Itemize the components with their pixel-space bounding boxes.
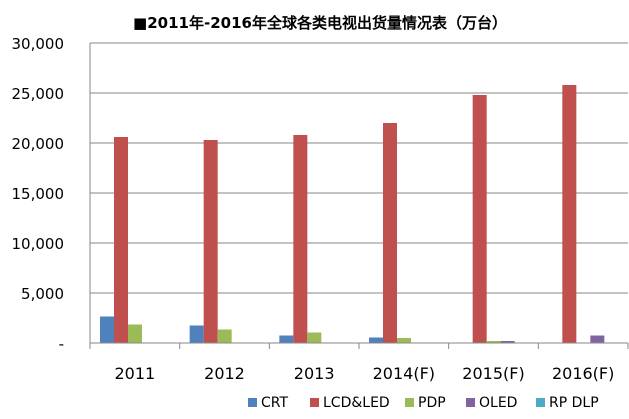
- y-tick-label: -: [59, 335, 64, 353]
- bar-crt: [100, 316, 114, 343]
- y-tick-label: 5,000: [21, 285, 64, 303]
- bar-crt: [189, 325, 204, 343]
- bar-oled: [500, 341, 515, 343]
- y-tick-label: 15,000: [12, 185, 65, 203]
- gridlines: [90, 42, 628, 294]
- y-axis-ticks: - 5,000 10,000 15,000 20,000 25,000 30,000: [12, 35, 65, 353]
- legend: CRT LCD&LED PDP OLED RP DLP: [248, 395, 599, 411]
- x-tick-label: 2015(F): [462, 364, 524, 383]
- x-tick-label: 2012: [204, 364, 245, 383]
- legend-swatch: [536, 398, 545, 407]
- x-axis-ticks: 2011 2012 2013 2014(F) 2015(F) 2016(F): [114, 364, 614, 383]
- bar-crt: [369, 337, 383, 343]
- legend-item: OLED: [466, 395, 517, 411]
- bar-oled: [590, 335, 605, 343]
- x-tick-label: 2011: [114, 364, 155, 383]
- bars: [100, 85, 605, 343]
- legend-swatch: [248, 398, 257, 407]
- legend-item: PDP: [405, 395, 446, 411]
- bar-crt: [279, 335, 294, 343]
- bar-lcd-led: [383, 123, 397, 343]
- x-tick-label: 2014(F): [373, 364, 435, 383]
- y-tick-label: 10,000: [12, 235, 65, 253]
- chart-title: ■2011年-2016年全球各类电视出货量情况表（万台）: [133, 14, 507, 32]
- axes: [89, 43, 629, 349]
- x-tick-label: 2013: [294, 364, 335, 383]
- y-tick-label: 30,000: [12, 35, 65, 53]
- y-tick-label: 25,000: [12, 85, 65, 103]
- bar-lcd-led: [114, 137, 128, 343]
- bar-pdp: [217, 329, 232, 343]
- x-tick-label: 2016(F): [552, 364, 614, 383]
- legend-swatch: [405, 398, 414, 407]
- bar-pdp: [397, 338, 411, 343]
- bar-pdp: [128, 324, 142, 343]
- legend-label: RP DLP: [549, 395, 599, 411]
- legend-label: PDP: [418, 395, 446, 411]
- legend-label: OLED: [479, 395, 517, 411]
- legend-item: CRT: [248, 395, 288, 411]
- bar-pdp: [486, 341, 501, 343]
- legend-item: RP DLP: [536, 395, 599, 411]
- bar-pdp: [307, 332, 322, 343]
- legend-label: CRT: [261, 395, 288, 411]
- bar-lcd-led: [562, 85, 577, 343]
- legend-label: LCD&LED: [323, 395, 390, 411]
- legend-swatch: [466, 398, 475, 407]
- y-tick-label: 20,000: [12, 135, 65, 153]
- bar-lcd-led: [472, 95, 487, 343]
- bar-lcd-led: [293, 135, 308, 343]
- legend-swatch: [310, 398, 319, 407]
- legend-item: LCD&LED: [310, 395, 390, 411]
- bar-lcd-led: [203, 140, 218, 343]
